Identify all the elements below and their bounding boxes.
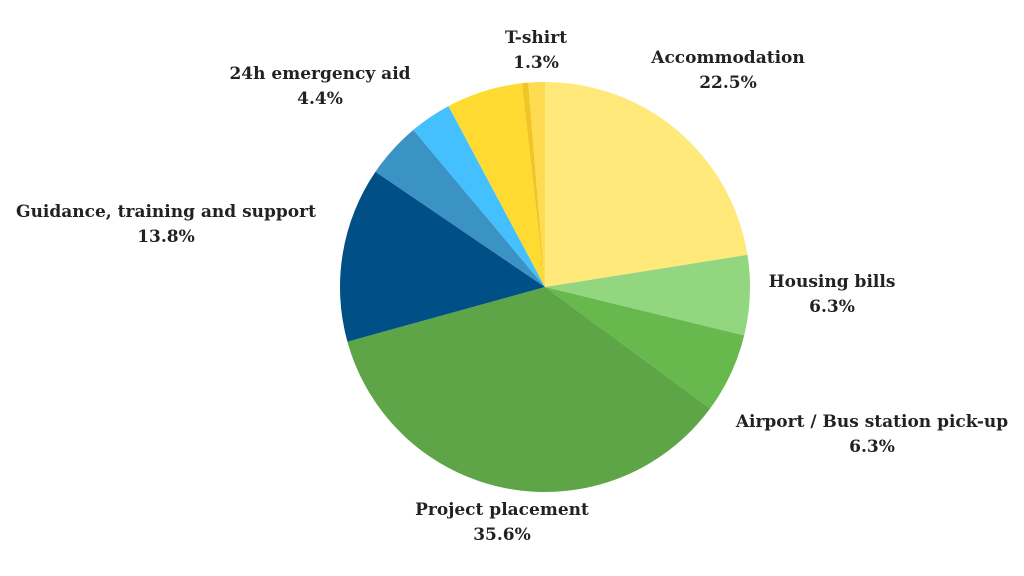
slice-label-value: 6.3% — [809, 297, 855, 317]
pie-slice-project-placement — [347, 287, 711, 493]
pie-slice-unlabeled-7 — [448, 83, 545, 287]
slice-label: T-shirt 1.3% — [505, 26, 567, 76]
slice-label-name: Project placement — [415, 500, 589, 520]
slice-label-name: Housing bills — [768, 272, 896, 292]
slice-label-name: Accommodation — [651, 48, 805, 68]
pie-slice-t-shirt — [528, 82, 545, 287]
slice-label-value: 4.4% — [297, 89, 343, 109]
slice-label-name: Guidance, training and support — [16, 202, 316, 222]
pie-slice-guidance-training-and-support — [340, 171, 545, 342]
slice-label-value: 35.6% — [473, 525, 531, 545]
slice-label-name: T-shirt — [504, 28, 568, 48]
slice-label-value: 22.5% — [699, 73, 757, 93]
slice-label-name: 24h emergency aid — [229, 64, 411, 84]
slice-label: Airport / Bus station pick-up 6.3% — [736, 410, 1008, 460]
slice-label: Project placement 35.6% — [415, 498, 589, 548]
slice-label-name: Airport / Bus station pick-up — [735, 412, 1009, 432]
pie-slice-housing-bills — [545, 254, 750, 336]
slice-label-value: 13.8% — [137, 227, 195, 247]
pie-slice-accommodation — [545, 82, 748, 287]
slice-label-value: 1.3% — [513, 53, 559, 73]
slice-label: Housing bills 6.3% — [769, 270, 896, 320]
pie-slice-24h-emergency-aid — [375, 129, 545, 287]
slice-label-value: 6.3% — [849, 437, 895, 457]
pie-slice-unlabeled-8 — [521, 82, 545, 287]
pie-slice-unlabeled-6 — [413, 106, 545, 287]
slice-label: 24h emergency aid 4.4% — [229, 62, 410, 112]
slice-label: Accommodation 22.5% — [651, 46, 804, 96]
pie-slice-airport-bus-station-pick-up — [545, 287, 745, 409]
slice-label: Guidance, training and support 13.8% — [16, 200, 316, 250]
